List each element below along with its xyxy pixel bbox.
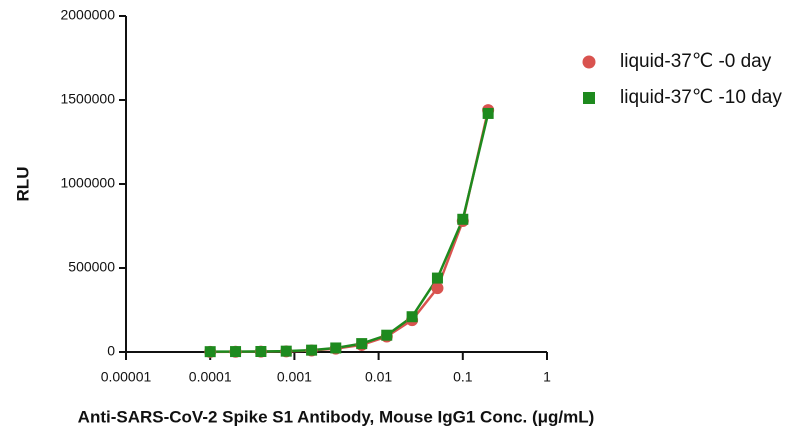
x-tick-label: 0.001 bbox=[277, 369, 312, 385]
x-tick-label: 0.00001 bbox=[101, 369, 152, 385]
marker bbox=[431, 272, 443, 284]
legend-marker bbox=[582, 55, 596, 69]
marker bbox=[204, 346, 216, 358]
x-tick-label: 1 bbox=[543, 369, 551, 385]
marker bbox=[306, 344, 318, 356]
marker bbox=[406, 311, 418, 323]
x-tick-label: 0.01 bbox=[365, 369, 392, 385]
marker bbox=[280, 345, 292, 357]
marker bbox=[381, 329, 393, 341]
legend-label: liquid-37℃ -0 day bbox=[620, 51, 772, 72]
marker bbox=[482, 107, 494, 119]
y-tick-label: 1000000 bbox=[60, 175, 115, 191]
x-tick-label: 0.0001 bbox=[189, 369, 232, 385]
marker bbox=[431, 282, 444, 295]
marker bbox=[356, 338, 368, 350]
marker bbox=[255, 345, 267, 357]
marker bbox=[230, 346, 242, 358]
fit-curve bbox=[210, 113, 490, 353]
y-axis-label: RLU bbox=[13, 167, 32, 202]
x-tick-label: 0.1 bbox=[453, 369, 473, 385]
legend-marker bbox=[583, 92, 595, 104]
x-axis-label: Anti-SARS-CoV-2 Spike S1 Antibody, Mouse… bbox=[78, 407, 595, 426]
fit-curve bbox=[210, 109, 490, 354]
marker bbox=[457, 213, 469, 225]
y-tick-label: 0 bbox=[107, 343, 115, 359]
legend-label: liquid-37℃ -10 day bbox=[620, 87, 782, 108]
y-tick-label: 2000000 bbox=[60, 7, 115, 23]
y-tick-label: 1500000 bbox=[60, 91, 115, 107]
marker bbox=[330, 342, 342, 354]
y-tick-label: 500000 bbox=[68, 259, 115, 275]
